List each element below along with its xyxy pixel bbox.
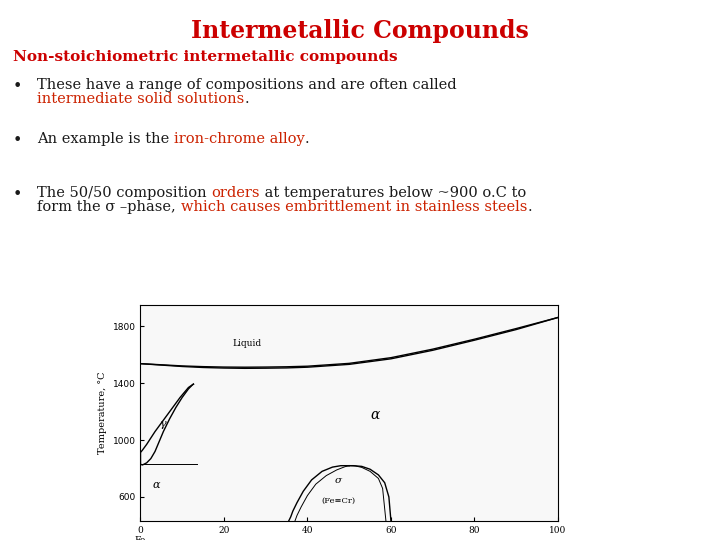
Text: (Fe≡Cr): (Fe≡Cr) <box>322 497 356 504</box>
Text: orders: orders <box>212 186 260 200</box>
Text: Non-stoichiometric intermetallic compounds: Non-stoichiometric intermetallic compoun… <box>13 50 397 64</box>
Text: The 50/50 composition: The 50/50 composition <box>37 186 212 200</box>
Text: Liquid: Liquid <box>233 339 261 348</box>
Text: σ: σ <box>336 476 342 485</box>
Text: iron-chrome alloy: iron-chrome alloy <box>174 132 305 146</box>
Text: .: . <box>245 92 249 106</box>
Text: An example is the: An example is the <box>37 132 174 146</box>
Text: •: • <box>13 132 22 149</box>
Text: form the σ –phase,: form the σ –phase, <box>37 200 181 214</box>
Text: which causes embrittlement in stainless steels: which causes embrittlement in stainless … <box>181 200 527 214</box>
Text: •: • <box>13 78 22 95</box>
Text: intermediate solid solutions: intermediate solid solutions <box>37 92 245 106</box>
Text: •: • <box>13 186 22 203</box>
Text: .: . <box>527 200 532 214</box>
Text: γ: γ <box>160 420 167 429</box>
Text: α: α <box>153 481 161 490</box>
Text: These have a range of compositions and are often called: These have a range of compositions and a… <box>37 78 457 92</box>
Text: at temperatures below ~900 o.C to: at temperatures below ~900 o.C to <box>260 186 526 200</box>
Text: Intermetallic Compounds: Intermetallic Compounds <box>191 19 529 43</box>
Text: α: α <box>370 408 379 422</box>
Y-axis label: Temperature, °C: Temperature, °C <box>98 372 107 454</box>
Text: .: . <box>305 132 310 146</box>
